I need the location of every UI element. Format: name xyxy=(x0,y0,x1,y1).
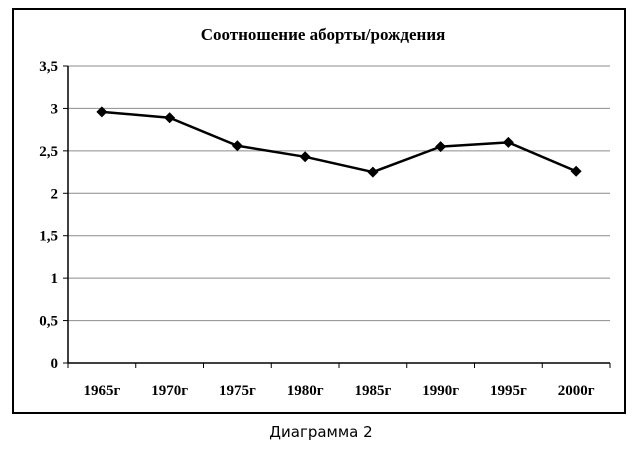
line-chart: Соотношение аборты/рождения 0 0,5 1 1,5 2 2,5… xyxy=(39,25,611,399)
data-point xyxy=(570,165,582,177)
figure-caption: Диаграмма 2 xyxy=(269,423,373,441)
y-tick-labels: 0 0,5 1 1,5 2 2,5 3 3,5 xyxy=(39,59,58,372)
series-layer xyxy=(96,106,582,178)
y-tick-label: 3,5 xyxy=(39,59,58,75)
y-tick-label: 1 xyxy=(51,271,59,287)
x-tick-label: 1970г xyxy=(151,383,188,399)
x-tick-label: 1990г xyxy=(422,383,459,399)
gridlines xyxy=(68,65,610,322)
x-tick-label: 1965г xyxy=(83,383,120,399)
x-tick-label: 1985г xyxy=(354,383,391,399)
x-tick-labels: 1965г 1970г 1975г 1980г 1985г 1990г 1995г 2000г xyxy=(83,383,594,399)
data-point xyxy=(96,106,108,118)
chart-frame xyxy=(12,8,626,414)
y-tick-label: 3 xyxy=(51,101,59,117)
data-point xyxy=(367,166,379,178)
data-point xyxy=(231,140,243,152)
data-point xyxy=(502,136,514,148)
y-tick-label: 0 xyxy=(51,356,59,372)
x-tick-label: 1975г xyxy=(219,383,256,399)
x-tick-label: 1980г xyxy=(287,383,324,399)
series-line xyxy=(101,110,577,174)
data-point xyxy=(299,151,311,163)
chart-title: Соотношение аборты/рождения xyxy=(201,25,446,44)
data-point xyxy=(435,141,447,153)
data-point xyxy=(164,112,176,124)
y-tick-label: 2,5 xyxy=(39,144,58,160)
x-tick-label: 1995г xyxy=(490,383,527,399)
axes xyxy=(63,65,611,368)
x-tick-label: 2000г xyxy=(558,383,595,399)
y-tick-label: 0,5 xyxy=(39,314,58,330)
y-tick-label: 2 xyxy=(51,186,59,202)
y-tick-label: 1,5 xyxy=(39,229,58,245)
